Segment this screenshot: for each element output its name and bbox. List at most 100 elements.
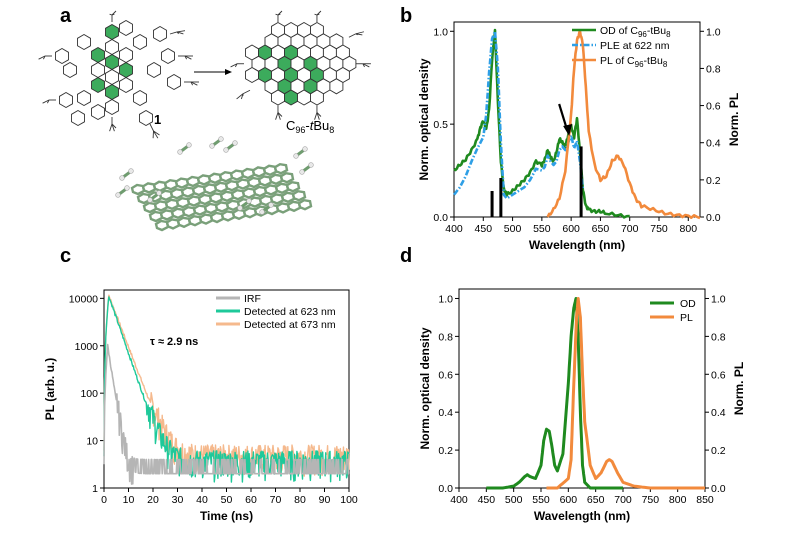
product-hexagon	[297, 89, 311, 106]
d-x-tick-label: 550	[532, 494, 550, 506]
chart-b: 400 450 500 550 600 650 700 750 800 0.0 0.5 1.0 0.0 0…	[417, 21, 741, 252]
reactant-hexagon	[119, 76, 133, 94]
phenyl-ring	[161, 47, 175, 65]
tbu-bond	[149, 123, 154, 132]
phenyl-ring	[91, 103, 105, 121]
product-hexagon	[271, 89, 285, 106]
tbu-branch	[109, 123, 113, 132]
reactant-hexagon	[91, 76, 105, 94]
c-x-tick-label: 20	[147, 494, 159, 506]
hydrogen-atom	[259, 209, 265, 215]
hydrogen-atom	[128, 168, 134, 174]
hydrogen-atom	[293, 153, 299, 159]
tbu-branch	[109, 13, 113, 16]
hydrogen-atom	[223, 147, 229, 153]
tbu-branch	[277, 112, 281, 120]
tbu-branch	[42, 55, 46, 60]
b-plot-frame	[453, 21, 701, 218]
tbu-branch	[111, 123, 115, 132]
hydrogen-atom	[299, 169, 305, 175]
model-ring	[273, 162, 289, 175]
reactant-hexagon	[91, 61, 105, 79]
d-x-tick-label: 450	[478, 494, 496, 506]
d-y2-tick-label: 1.0	[711, 293, 726, 305]
d-y2-axis-label: Norm. PL	[732, 362, 746, 415]
tbu-branch	[277, 10, 283, 16]
reactant-hexagon	[105, 83, 119, 101]
phenyl-ring	[77, 89, 91, 107]
phenyl-ring	[55, 47, 69, 65]
phenyl-ring	[139, 109, 153, 127]
d-y-tick-label: 0.2	[438, 445, 453, 457]
c-x-tick-label: 100	[340, 494, 358, 506]
tbu-branch	[362, 63, 370, 68]
c-y-tick-label: 100	[80, 388, 98, 400]
hydrogen-atom	[268, 202, 274, 208]
d-x-tick-label: 500	[505, 494, 523, 506]
c-x-tick-label: 30	[172, 494, 184, 506]
reactant-structure	[38, 10, 199, 139]
d-x-tick-label: 600	[560, 494, 578, 506]
reaction-arrow	[194, 69, 232, 75]
tbu-bond	[348, 33, 357, 38]
reactant-hexagon	[119, 46, 133, 64]
b-x-tick-label: 700	[621, 223, 639, 235]
tbu-branch	[153, 130, 159, 139]
tbu-branch	[46, 99, 50, 104]
product-hexagon	[310, 89, 324, 106]
c-x-tick-label: 50	[221, 494, 233, 506]
reaction-scheme: 1 C96-tBu8	[38, 10, 371, 232]
product-hexagon	[329, 78, 344, 95]
tbu-branch	[275, 13, 279, 16]
b-legend-entry: PLE at 622 nm	[600, 40, 670, 52]
d-x-tick-label: 850	[696, 494, 714, 506]
b-x-tick-label: 400	[445, 223, 463, 235]
hydrogen-atom	[237, 205, 243, 211]
reactant-hexagon	[105, 98, 119, 116]
hydrogen-atom	[147, 197, 153, 203]
tbu-branch	[111, 123, 117, 129]
c-x-axis-label: Time (ns)	[200, 509, 253, 523]
hydrogen-atom	[186, 142, 192, 148]
c-x-tick-label: 40	[196, 494, 208, 506]
phenyl-ring	[133, 33, 147, 51]
hydrogen-atom	[232, 140, 238, 146]
c-y-tick-label: 1	[92, 483, 98, 495]
d-x-tick-label: 700	[614, 494, 632, 506]
reactant-hexagon	[105, 38, 119, 56]
tbu-branch	[230, 63, 238, 68]
d-x-tick-label: 750	[642, 494, 660, 506]
b-y-tick-label: 1.0	[433, 26, 448, 38]
tbu-branch	[355, 33, 363, 36]
d-y-tick-label: 1.0	[438, 293, 453, 305]
3d-molecular-model	[115, 136, 314, 232]
tbu-branch	[42, 99, 50, 104]
tbu-branch	[314, 112, 318, 120]
tbu-branch	[190, 81, 198, 86]
d-y-tick-label: 0.0	[438, 483, 453, 495]
panel-letter-c: c	[60, 245, 71, 267]
tbu-branch	[184, 55, 192, 60]
hydrogen-atom	[218, 136, 224, 142]
b-transition-bar	[490, 191, 494, 217]
d-y2-tick-label: 0.4	[711, 407, 726, 419]
hydrogen-atom	[302, 146, 308, 152]
d-x-tick-label: 800	[669, 494, 687, 506]
b-legend-entry: OD of C96-tBu8	[600, 25, 671, 39]
d-legend-entry: OD	[680, 298, 696, 310]
b-x-tick-label: 550	[533, 223, 551, 235]
c-x-tick-label: 90	[319, 494, 331, 506]
c-y-axis-label: PL (arb. u.)	[43, 358, 57, 420]
hydrogen-atom	[115, 192, 121, 198]
d-x-tick-label: 400	[450, 494, 468, 506]
phenyl-ring	[119, 19, 133, 37]
b-y2-tick-label: 0.0	[706, 212, 721, 224]
b-x-tick-label: 500	[504, 223, 522, 235]
reactant-hexagon	[105, 53, 119, 71]
hydrogen-atom	[308, 162, 314, 168]
phenyl-ring	[133, 89, 147, 107]
model-ring	[279, 171, 295, 184]
b-x-tick-label: 450	[475, 223, 493, 235]
phenyl-ring	[71, 109, 85, 127]
